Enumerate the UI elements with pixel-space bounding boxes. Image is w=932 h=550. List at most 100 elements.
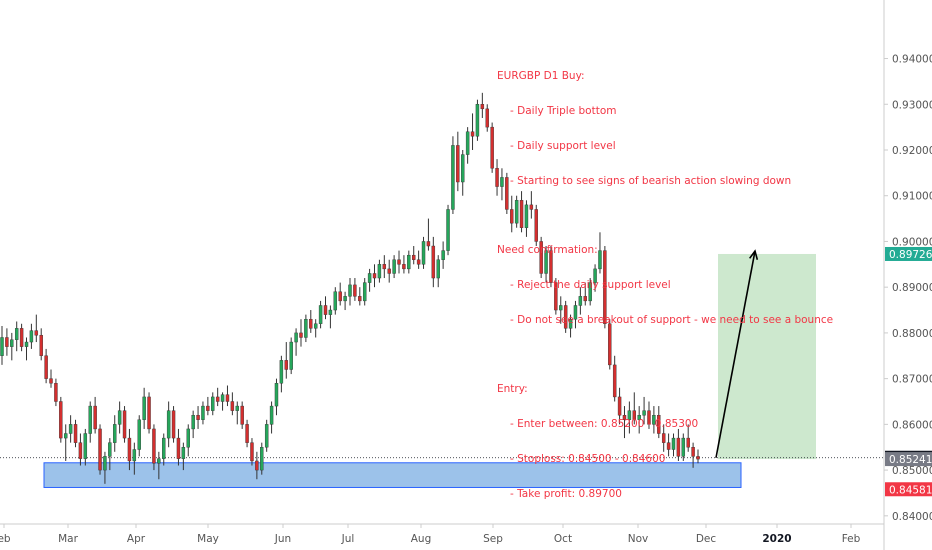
candle bbox=[289, 337, 293, 375]
candle bbox=[603, 246, 607, 329]
candle bbox=[505, 172, 509, 215]
candle-body bbox=[152, 428, 156, 464]
candle-body bbox=[637, 415, 641, 420]
candle bbox=[549, 246, 553, 288]
candle bbox=[44, 348, 48, 384]
candle-body bbox=[304, 318, 308, 338]
candle bbox=[142, 387, 146, 429]
candle bbox=[637, 406, 641, 434]
x-tick-label: Mar bbox=[58, 533, 78, 545]
candle-body bbox=[666, 442, 671, 450]
candle-body bbox=[142, 396, 146, 420]
candle-body bbox=[49, 378, 53, 384]
annotation-line: Need confirmation: bbox=[497, 244, 598, 257]
candle-body bbox=[608, 323, 612, 366]
candle-body bbox=[44, 355, 48, 379]
y-tick-label: 0.90000 bbox=[892, 236, 932, 248]
candle bbox=[181, 442, 186, 471]
candle bbox=[166, 401, 171, 448]
candle-body bbox=[186, 428, 190, 448]
candle-body bbox=[392, 259, 396, 274]
candle-body bbox=[206, 405, 210, 411]
candle-body bbox=[642, 410, 646, 416]
candle-body bbox=[451, 145, 455, 210]
candle-body bbox=[309, 318, 313, 329]
candle-body bbox=[171, 410, 176, 439]
candle-body bbox=[78, 442, 83, 459]
x-tick-label: Feb bbox=[842, 533, 861, 545]
candle bbox=[456, 131, 460, 192]
candle-body bbox=[294, 332, 298, 343]
candle bbox=[5, 328, 9, 356]
candle bbox=[426, 218, 431, 251]
candle bbox=[416, 250, 421, 269]
candle-body bbox=[436, 259, 440, 279]
candle bbox=[264, 419, 269, 452]
candle-body bbox=[539, 241, 543, 274]
candle-body bbox=[593, 268, 597, 283]
candle bbox=[309, 310, 313, 333]
candle-body bbox=[323, 305, 328, 315]
annotation-line: - Daily Triple bottom bbox=[510, 104, 617, 117]
candle bbox=[490, 122, 494, 173]
x-tick-label: Jun bbox=[274, 533, 291, 545]
candle bbox=[39, 328, 43, 361]
candle bbox=[661, 424, 666, 452]
candle-body bbox=[426, 241, 431, 247]
candle bbox=[274, 378, 279, 416]
x-tick-label: May bbox=[197, 533, 219, 545]
price-tag-label: 0.84581 bbox=[889, 484, 932, 496]
candle bbox=[215, 387, 220, 407]
candle bbox=[431, 236, 436, 288]
candle-body bbox=[122, 410, 127, 439]
candle-body bbox=[559, 305, 563, 311]
candle bbox=[240, 401, 244, 429]
candle-body bbox=[377, 264, 382, 279]
candle bbox=[411, 246, 416, 265]
candle-body bbox=[465, 131, 470, 155]
candle bbox=[147, 392, 151, 434]
candle bbox=[514, 195, 519, 228]
candle-body bbox=[358, 296, 362, 302]
candle-body bbox=[211, 396, 215, 411]
candle-body bbox=[500, 177, 504, 187]
candle bbox=[402, 255, 406, 274]
candle bbox=[299, 319, 303, 347]
candle-body bbox=[328, 309, 333, 315]
candle-body bbox=[162, 437, 166, 459]
candle-body bbox=[343, 296, 347, 302]
price-tag-label: 0.89726 bbox=[889, 249, 932, 261]
candle bbox=[186, 424, 190, 457]
candle bbox=[617, 387, 622, 425]
candle-body bbox=[470, 131, 475, 137]
candle-body bbox=[137, 419, 141, 450]
candle-body bbox=[456, 145, 460, 183]
candle-body bbox=[289, 341, 293, 370]
candle-body bbox=[353, 284, 357, 297]
candle bbox=[152, 424, 156, 471]
candle bbox=[598, 232, 602, 274]
candle bbox=[260, 442, 264, 475]
candle bbox=[372, 264, 377, 288]
projection-arrow-head bbox=[749, 249, 759, 260]
candle bbox=[612, 355, 617, 402]
candle-body bbox=[387, 268, 391, 274]
candle-body bbox=[54, 383, 58, 402]
candle bbox=[10, 332, 14, 361]
candle bbox=[196, 406, 200, 429]
candle-body bbox=[652, 415, 656, 425]
candle-body bbox=[333, 291, 338, 311]
price-tag bbox=[885, 482, 932, 497]
candle-body bbox=[157, 458, 161, 464]
candle bbox=[691, 442, 695, 468]
candle bbox=[451, 136, 455, 215]
candle-body bbox=[201, 405, 205, 420]
candle-body bbox=[103, 456, 107, 471]
candle-body bbox=[19, 328, 24, 347]
candle-body bbox=[563, 305, 568, 329]
y-tick-label: 0.86000 bbox=[892, 419, 932, 431]
candle-body bbox=[657, 415, 661, 434]
candle bbox=[529, 191, 534, 219]
y-tick-label: 0.88000 bbox=[892, 328, 932, 340]
